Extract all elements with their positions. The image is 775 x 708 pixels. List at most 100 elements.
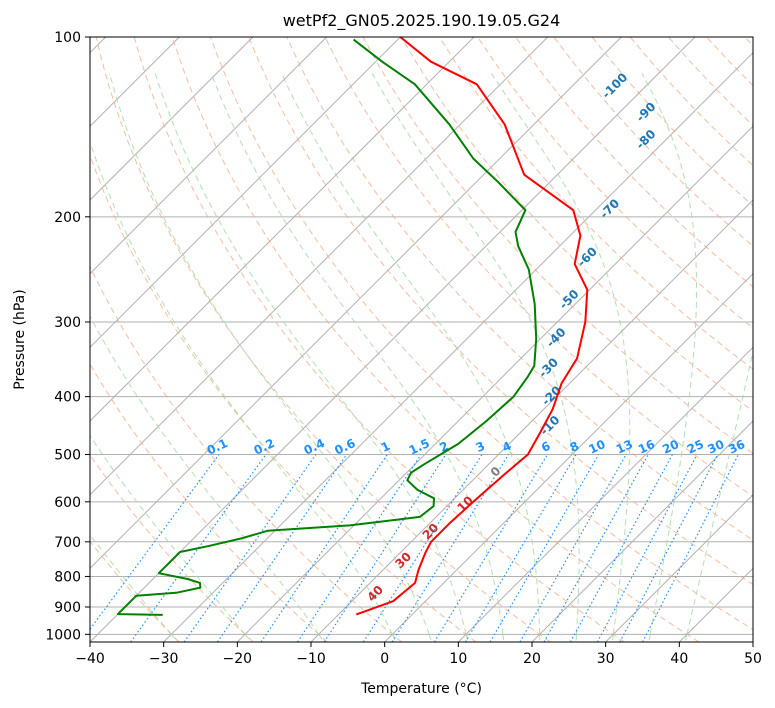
moist-adiabat-line <box>90 434 246 635</box>
plot-area <box>90 37 753 642</box>
isotherm-line <box>163 51 753 642</box>
isotherm-line <box>310 199 753 642</box>
isotherm-line <box>531 420 753 642</box>
mixing-ratio-line <box>464 454 577 642</box>
x-tick-label: 0 <box>380 651 389 667</box>
moist-adiabat-line <box>428 634 433 642</box>
x-tick-label: 10 <box>449 651 467 667</box>
moist-adiabat-line <box>281 73 541 635</box>
dry-adiabat-line <box>171 37 700 642</box>
moist-adiabat-line <box>318 634 325 642</box>
isotherm-line <box>605 493 753 642</box>
moist-adiabat-line <box>611 634 614 642</box>
x-tick-label: −20 <box>223 651 253 667</box>
x-tick-label: −30 <box>149 651 179 667</box>
isotherm-line <box>90 37 254 201</box>
x-tick-label: 20 <box>523 651 541 667</box>
mixing-ratio-line <box>489 454 600 642</box>
dry-adiabat-line <box>90 265 403 642</box>
y-tick-label: 600 <box>54 495 81 511</box>
mixing-ratio-lines <box>90 454 739 642</box>
y-tick-label: 700 <box>54 535 81 551</box>
moist-adiabat-line <box>648 634 651 642</box>
isotherm-line <box>752 641 753 642</box>
moist-adiabat-line <box>90 533 172 635</box>
moist-adiabat-line <box>90 314 320 635</box>
mixing-ratio-line <box>596 454 698 642</box>
y-tick-label: 200 <box>54 210 81 226</box>
dry-adiabat-line <box>477 37 753 329</box>
y-tick-label: 800 <box>54 569 81 585</box>
y-tick-label: 400 <box>54 390 81 406</box>
y-tick-label: 500 <box>54 448 81 464</box>
mixing-ratio-label: 20 <box>660 437 681 457</box>
plot-frame <box>89 36 754 643</box>
x-tick-label: −40 <box>75 651 105 667</box>
x-tick-label: 40 <box>670 651 688 667</box>
mixing-ratio-line <box>323 454 447 642</box>
y-axis-ticks: 1000 900 800 700 600 500 400 300 200 100 <box>45 30 90 643</box>
moist-adiabat-line <box>90 140 393 635</box>
isotherm-line <box>384 272 753 642</box>
dry-adiabat-line <box>133 37 625 642</box>
moist-adiabat-line <box>154 73 467 635</box>
moist-adiabat-line <box>490 73 631 635</box>
moist-adiabat-line <box>502 634 505 642</box>
moist-adiabat-line <box>686 348 753 635</box>
x-tick-label: 30 <box>597 651 615 667</box>
isotherm-line <box>457 346 753 642</box>
mixing-ratio-line <box>260 454 388 642</box>
moist-adiabat-line <box>465 634 469 642</box>
x-axis-label: Temperature (°C) <box>360 681 482 697</box>
dry-adiabat-line <box>95 37 551 642</box>
moist-adiabat-line <box>170 633 179 642</box>
dry-adiabat-line <box>90 153 477 642</box>
y-tick-label: 900 <box>54 600 81 616</box>
dry-adiabat-line <box>438 37 753 370</box>
mixing-ratio-line <box>642 454 739 642</box>
isotherm-line <box>90 37 549 496</box>
dry-adiabat-lines <box>90 37 753 642</box>
y-tick-label: 1000 <box>45 627 81 643</box>
dry-adiabat-line <box>515 37 753 288</box>
mixing-ratio-line <box>296 454 422 642</box>
moist-adiabat-line <box>371 73 580 635</box>
isotherm-line <box>90 37 696 642</box>
moist-adiabat-line <box>109 73 430 635</box>
profile-series <box>116 37 589 616</box>
mixing-ratio-line <box>433 454 549 642</box>
mixing-ratio-line <box>90 454 220 631</box>
dry-adiabat-line <box>210 37 753 631</box>
isotherm-line <box>90 37 328 275</box>
mixing-ratio-line <box>391 454 510 642</box>
dry-adiabat-line <box>400 37 753 412</box>
x-tick-label: 50 <box>744 651 762 667</box>
y-axis-label: Pressure (hPa) <box>12 289 28 389</box>
isotherm-line <box>90 37 475 422</box>
chart-title: wetPf2_GN05.2025.190.19.05.G24 <box>283 11 561 31</box>
moist-adiabat-line <box>684 634 688 642</box>
y-tick-label: 100 <box>54 30 81 46</box>
x-tick-label: −10 <box>296 651 326 667</box>
y-tick-label: 300 <box>54 315 81 331</box>
dry-adiabat-line <box>324 37 753 498</box>
dry-adiabat-line <box>90 363 328 642</box>
mixing-ratio-labels: 0.1 0.2 0.4 0.6 1 1.5 2 3 4 6 8 10 13 16 20 25 30 36 <box>205 436 748 458</box>
dewpoint-profile-line <box>116 38 538 616</box>
dry-adiabat-line <box>286 37 753 541</box>
moist-adiabat-line <box>244 633 252 642</box>
mixing-ratio-line <box>362 454 483 642</box>
mixing-ratio-line <box>130 454 267 642</box>
temperature-profile-line <box>355 37 589 616</box>
mixing-ratio-label: 16 <box>636 437 657 457</box>
moist-adiabat-lines <box>90 73 753 642</box>
pressure-gridlines <box>90 37 753 635</box>
mixing-ratio-label: 30 <box>705 437 726 457</box>
moist-adiabat-line <box>641 73 697 635</box>
moist-adiabat-line <box>210 73 504 635</box>
isotherm-line <box>90 37 401 349</box>
plot-background <box>90 37 753 642</box>
isotherm-line <box>90 37 622 570</box>
mixing-ratio-label: 10 <box>586 437 607 457</box>
